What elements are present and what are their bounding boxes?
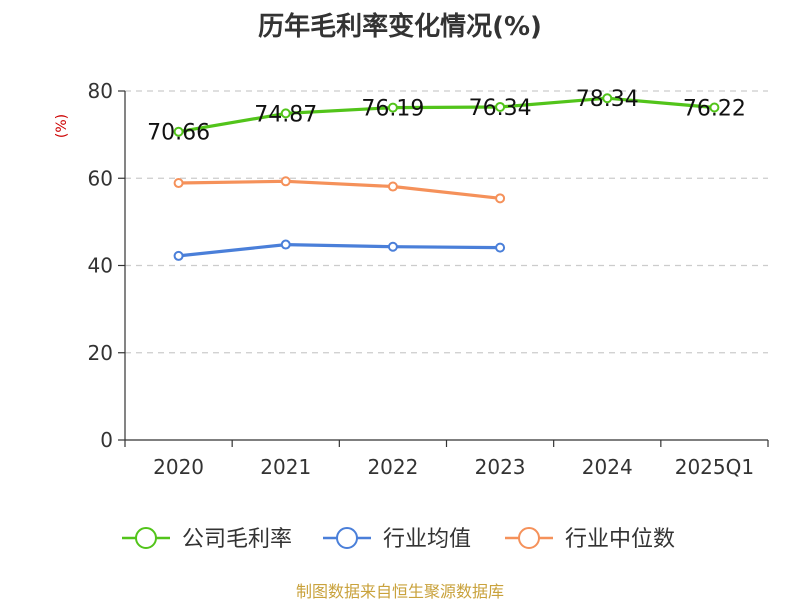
data-point[interactable] bbox=[387, 241, 398, 252]
y-axis-unit: (%) bbox=[54, 114, 70, 138]
legend-marker-0[interactable] bbox=[135, 527, 157, 549]
data-point[interactable] bbox=[280, 239, 291, 250]
data-labels: 70.66 74.87 76.19 76.34 78.34 76.22 bbox=[147, 87, 746, 146]
data-point[interactable] bbox=[709, 102, 720, 113]
axes: 0 20 40 60 80 2020 2021 2022 2023 2024 2025Q1 (%) bbox=[54, 79, 769, 479]
y-tick-label: 20 bbox=[88, 341, 113, 365]
data-point[interactable] bbox=[495, 242, 506, 253]
legend-label-1[interactable]: 行业均值 bbox=[383, 527, 471, 552]
legend-marker-1[interactable] bbox=[336, 527, 358, 549]
legend-marker-2[interactable] bbox=[518, 527, 540, 549]
x-tick-label: 2022 bbox=[367, 455, 418, 479]
data-label: 74.87 bbox=[254, 102, 317, 127]
chart-title: 历年毛利率变化情况(%) bbox=[258, 12, 542, 42]
x-tick-label: 2021 bbox=[260, 455, 311, 479]
data-point[interactable] bbox=[280, 176, 291, 187]
legend-label-0[interactable]: 公司毛利率 bbox=[182, 527, 292, 552]
data-label: 76.22 bbox=[683, 96, 746, 121]
gridlines bbox=[125, 90, 768, 354]
y-tick-label: 0 bbox=[100, 428, 113, 452]
data-label: 70.66 bbox=[147, 121, 210, 146]
data-point[interactable] bbox=[495, 101, 506, 112]
data-label: 78.34 bbox=[576, 87, 639, 112]
source-note: 制图数据来自恒生聚源数据库 bbox=[295, 582, 504, 601]
data-point[interactable] bbox=[173, 178, 184, 189]
y-tick-label: 80 bbox=[88, 79, 113, 103]
series-line-1 bbox=[178, 243, 501, 258]
data-point[interactable] bbox=[173, 250, 184, 261]
data-point[interactable] bbox=[173, 126, 184, 137]
legend-label-2[interactable]: 行业中位数 bbox=[565, 527, 675, 552]
y-tick-label: 40 bbox=[88, 254, 113, 278]
data-point[interactable] bbox=[387, 102, 398, 113]
x-tick-label: 2025Q1 bbox=[675, 455, 754, 479]
legend: 公司毛利率 行业均值 行业中位数 bbox=[122, 527, 675, 552]
data-label: 76.19 bbox=[361, 97, 424, 122]
x-tick-label: 2020 bbox=[153, 455, 204, 479]
data-point[interactable] bbox=[495, 193, 506, 204]
data-point[interactable] bbox=[387, 181, 398, 192]
x-tick-label: 2024 bbox=[582, 455, 633, 479]
y-tick-label: 60 bbox=[88, 166, 113, 190]
series-line-0 bbox=[178, 96, 715, 134]
series-lines bbox=[173, 93, 720, 261]
x-tick-label: 2023 bbox=[475, 455, 526, 479]
data-point[interactable] bbox=[280, 108, 291, 119]
series-line-2 bbox=[178, 179, 501, 200]
data-label: 76.34 bbox=[469, 96, 532, 121]
data-point[interactable] bbox=[602, 93, 613, 104]
